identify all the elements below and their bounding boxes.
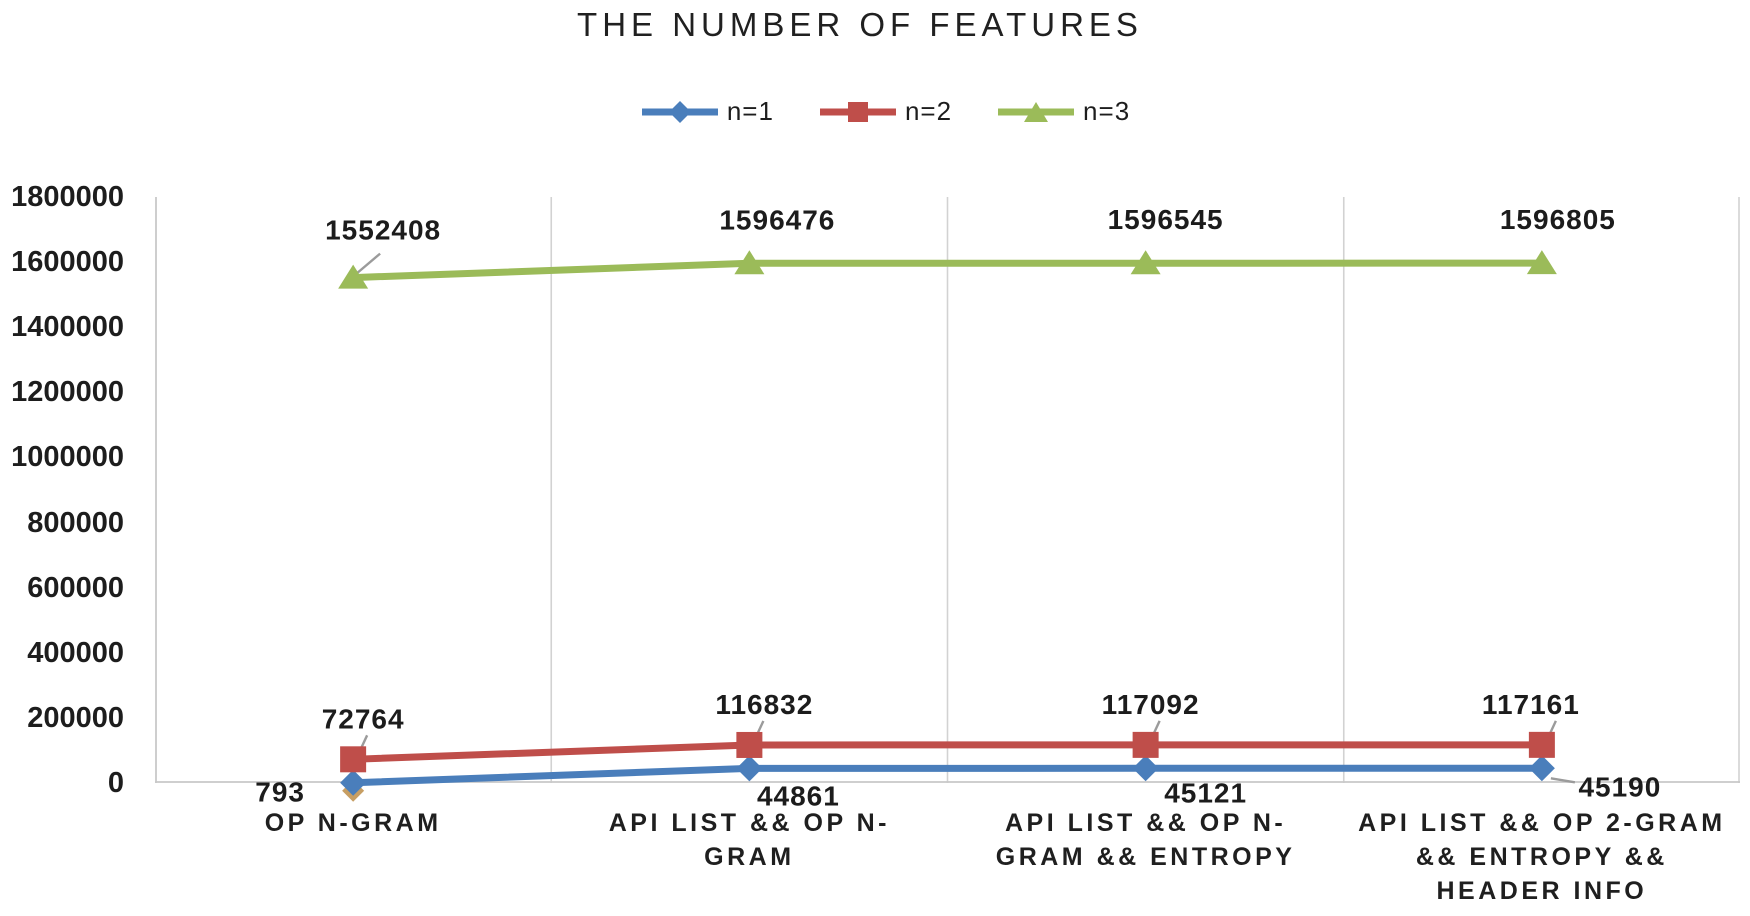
data-label: 1596805 xyxy=(1500,204,1616,235)
legend-item-n3: n=3 xyxy=(996,96,1130,127)
series-line-n1 xyxy=(352,764,1542,787)
data-point-marker-square xyxy=(736,731,763,758)
y-axis-tick-label: 1400000 xyxy=(11,311,124,344)
data-point-marker-square xyxy=(1528,731,1555,758)
legend-label: n=3 xyxy=(1083,96,1131,126)
y-axis-tick-label: 1800000 xyxy=(11,181,124,213)
data-label: 45121 xyxy=(1164,777,1247,808)
data-label: 117161 xyxy=(1482,689,1580,720)
legend-label: n=2 xyxy=(904,96,953,126)
legend-triangle-marker-icon xyxy=(998,101,1075,122)
y-axis-tick-label: 800000 xyxy=(27,506,124,539)
data-label-leader xyxy=(1550,777,1576,784)
plot-area: 793 44861 45121 45190 72764 116832 117092 11716… xyxy=(155,197,1740,811)
data-label-leader xyxy=(353,252,381,277)
y-axis-tick-label: 400000 xyxy=(27,636,124,669)
x-category-line: GRAM xyxy=(704,843,795,871)
y-axis-tick-label: 600000 xyxy=(27,571,124,604)
x-axis-category-label: API LIST && OP N- GRAM && ENTROPY xyxy=(948,806,1344,874)
y-axis-tick-label: 0 xyxy=(107,767,124,799)
x-axis-category-label: OP N-GRAM xyxy=(155,806,551,840)
y-axis-tick-label: 1200000 xyxy=(11,376,124,409)
legend-square-marker-icon xyxy=(819,101,896,122)
data-label: 793 xyxy=(255,777,305,808)
series-line-n2 xyxy=(352,741,1542,763)
data-point-marker-triangle xyxy=(1130,250,1161,275)
data-point-marker-diamond xyxy=(1132,755,1159,782)
legend-label: n=1 xyxy=(726,96,774,126)
x-category-line: && ENTROPY && xyxy=(1415,843,1668,871)
data-label: 45190 xyxy=(1578,771,1661,802)
data-label: 72764 xyxy=(322,703,405,734)
y-axis-tick-label: 1000000 xyxy=(11,441,124,474)
series-line-n3 xyxy=(352,259,1542,282)
data-label: 44861 xyxy=(757,780,840,811)
legend-item-n2: n=2 xyxy=(818,96,952,127)
data-point-marker-diamond xyxy=(1528,755,1555,782)
data-point-marker-square xyxy=(340,746,367,773)
y-axis-tick-label: 200000 xyxy=(27,701,124,734)
x-category-line: HEADER INFO xyxy=(1436,877,1648,905)
data-label: 1596476 xyxy=(719,204,835,235)
x-category-line: API LIST && OP N- xyxy=(608,809,891,837)
data-point-marker-triangle xyxy=(338,264,369,289)
data-label: 1596545 xyxy=(1108,204,1224,235)
data-point-marker-diamond xyxy=(736,755,763,782)
x-axis-category-label: API LIST && OP 2-GRAM && ENTROPY && HEADER… xyxy=(1344,806,1740,908)
y-axis-tick-label: 1600000 xyxy=(11,246,124,279)
data-point-marker-square xyxy=(1132,731,1159,758)
x-category-line: OP N-GRAM xyxy=(264,809,442,837)
x-category-line: GRAM && ENTROPY xyxy=(995,843,1296,871)
chart-title: THE NUMBER OF FEATURES xyxy=(577,6,1143,43)
data-point-marker-triangle xyxy=(734,250,765,275)
x-category-line: API LIST && OP 2-GRAM xyxy=(1358,809,1726,837)
legend-item-n1: n=1 xyxy=(640,96,774,127)
legend-diamond-marker-icon xyxy=(641,100,718,123)
x-category-line: API LIST && OP N- xyxy=(1004,809,1287,837)
x-axis-category-label: API LIST && OP N- GRAM xyxy=(551,806,947,874)
data-point-marker-diamond xyxy=(340,769,367,796)
chart-legend: n=1 n=2 n=3 xyxy=(0,96,1750,127)
data-label: 116832 xyxy=(715,689,813,720)
data-label: 1552408 xyxy=(325,215,441,246)
data-label: 117092 xyxy=(1102,689,1200,720)
data-point-marker-triangle xyxy=(1526,250,1557,275)
